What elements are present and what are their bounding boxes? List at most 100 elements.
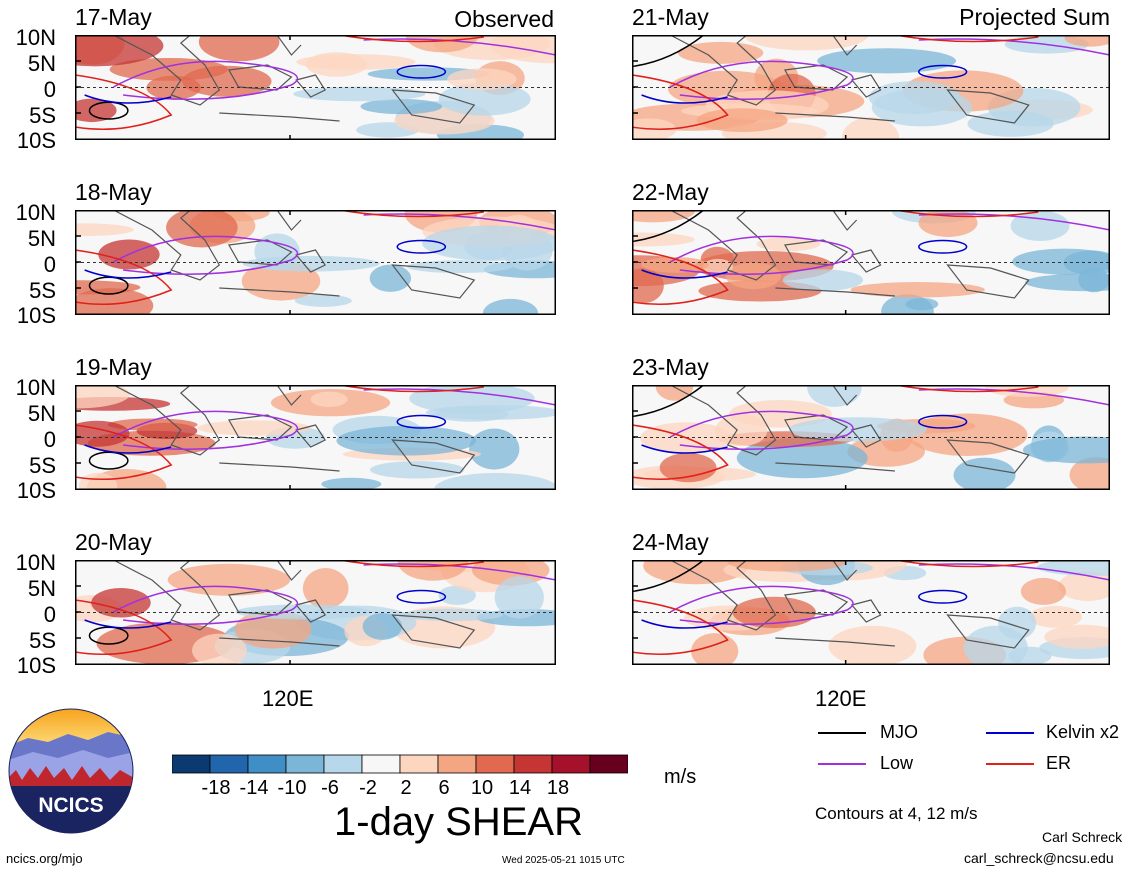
panel-date: 20-May bbox=[75, 529, 152, 555]
shading-blob bbox=[369, 461, 465, 479]
shading-blob bbox=[75, 223, 134, 237]
shading-blob bbox=[850, 282, 985, 298]
lat-label: 10N bbox=[15, 25, 56, 50]
colorbar-tick: 6 bbox=[438, 777, 450, 799]
shading-blob bbox=[1020, 577, 1067, 605]
panel-date: 22-May bbox=[632, 179, 709, 205]
colorbar-swatch bbox=[513, 754, 553, 774]
coastlines bbox=[113, 35, 476, 124]
contour-low bbox=[113, 235, 298, 275]
logo-text: NCICS bbox=[38, 794, 103, 817]
contour-er bbox=[632, 424, 729, 481]
shading-blob bbox=[75, 288, 154, 315]
shading-blob bbox=[725, 262, 782, 290]
shading-blob bbox=[881, 294, 934, 315]
coastlines bbox=[113, 560, 476, 649]
shading-blob bbox=[1022, 436, 1110, 464]
shading-blob bbox=[696, 108, 788, 133]
colorbar-swatch bbox=[247, 754, 287, 774]
panel-date: 24-May bbox=[632, 529, 709, 555]
shading-blob bbox=[305, 52, 368, 77]
contour-low bbox=[918, 213, 1110, 231]
shading-blob bbox=[807, 385, 862, 407]
contour-er bbox=[632, 599, 729, 656]
coastline-new-guinea bbox=[946, 264, 1030, 299]
coastline-new-guinea bbox=[391, 89, 476, 124]
shading-blob bbox=[409, 385, 535, 414]
shading-blob bbox=[422, 225, 556, 261]
plot-title: 1-day SHEAR bbox=[334, 800, 583, 844]
lat-label: 0 bbox=[43, 427, 56, 452]
legend-label-er: ER bbox=[1046, 753, 1072, 773]
shading-blob bbox=[167, 563, 291, 596]
contour-low bbox=[669, 60, 854, 100]
contour-mjo bbox=[632, 385, 705, 418]
shading-blob bbox=[400, 608, 504, 621]
shading-blob bbox=[1012, 248, 1110, 275]
shading-blob bbox=[434, 407, 509, 422]
shading-blob bbox=[906, 413, 1028, 456]
shading-blob bbox=[1058, 570, 1110, 601]
website: ncics.org/mjo bbox=[6, 851, 83, 866]
contour-low bbox=[363, 213, 556, 231]
coastline-philippines bbox=[832, 35, 858, 56]
author: Carl Schreck bbox=[1042, 829, 1123, 845]
shading-blob bbox=[75, 98, 117, 123]
contour-low bbox=[918, 388, 1110, 406]
contour-low bbox=[363, 38, 556, 56]
shading-blob bbox=[235, 604, 371, 620]
shading-blob bbox=[1078, 267, 1110, 293]
shading-blob bbox=[360, 98, 443, 115]
coastline-sulawesi bbox=[295, 249, 326, 273]
lat-label: 10N bbox=[15, 375, 56, 400]
lat-label: 0 bbox=[43, 252, 56, 277]
colorbar-swatch bbox=[399, 754, 439, 774]
contour-kelvin bbox=[396, 589, 447, 604]
colorbar-tick: 10 bbox=[470, 777, 494, 799]
colorbar-swatch bbox=[437, 754, 477, 774]
lat-label: 5N bbox=[27, 576, 56, 601]
shading-blob bbox=[1028, 605, 1082, 628]
shading-blob bbox=[321, 477, 382, 490]
contour-low bbox=[113, 60, 298, 100]
shading-blob bbox=[1069, 457, 1110, 490]
contour-low bbox=[669, 235, 854, 275]
coastline-java bbox=[219, 462, 340, 472]
legend-line-kelvin bbox=[986, 732, 1034, 734]
contour-mjo bbox=[632, 35, 705, 68]
lon-label-left: 120E bbox=[262, 686, 314, 711]
shading-blob bbox=[828, 625, 917, 665]
contour-kelvin bbox=[396, 414, 447, 429]
legend-label-kelvin: Kelvin x2 bbox=[1046, 722, 1120, 742]
contour-low bbox=[363, 388, 556, 406]
contour-er bbox=[894, 560, 1039, 568]
contour-kelvin bbox=[918, 64, 968, 79]
coastline-mainland bbox=[669, 210, 777, 281]
contours-note: Contours at 4, 12 m/s bbox=[815, 804, 978, 823]
colorbar-tick: 18 bbox=[546, 777, 570, 799]
shading-blob bbox=[482, 298, 539, 315]
contour-er bbox=[894, 35, 1039, 43]
coastline-new-guinea bbox=[391, 264, 476, 299]
contour-kelvin bbox=[641, 94, 728, 104]
coastline-sulawesi bbox=[295, 74, 326, 98]
contour-er bbox=[75, 74, 173, 131]
shading-blob bbox=[655, 385, 694, 401]
map-panel bbox=[632, 210, 1110, 315]
coastline-philippines bbox=[832, 385, 858, 406]
legend-label-low: Low bbox=[880, 753, 914, 773]
shading-blob bbox=[438, 585, 476, 605]
coastline-philippines bbox=[276, 385, 302, 406]
colorbar-tick: -2 bbox=[359, 777, 377, 799]
shading-blob bbox=[1064, 35, 1110, 47]
colorbar-swatch bbox=[475, 754, 515, 774]
panel-date: 23-May bbox=[632, 354, 709, 380]
coastline-new-guinea bbox=[946, 439, 1030, 474]
ncics-logo: NCICS bbox=[8, 708, 134, 834]
shading-blob bbox=[182, 65, 272, 97]
shading-blob bbox=[107, 418, 198, 431]
shading-blob bbox=[294, 294, 352, 307]
contour-kelvin bbox=[641, 269, 728, 279]
coastline-new-guinea bbox=[391, 439, 476, 474]
shading-blob bbox=[782, 269, 864, 291]
